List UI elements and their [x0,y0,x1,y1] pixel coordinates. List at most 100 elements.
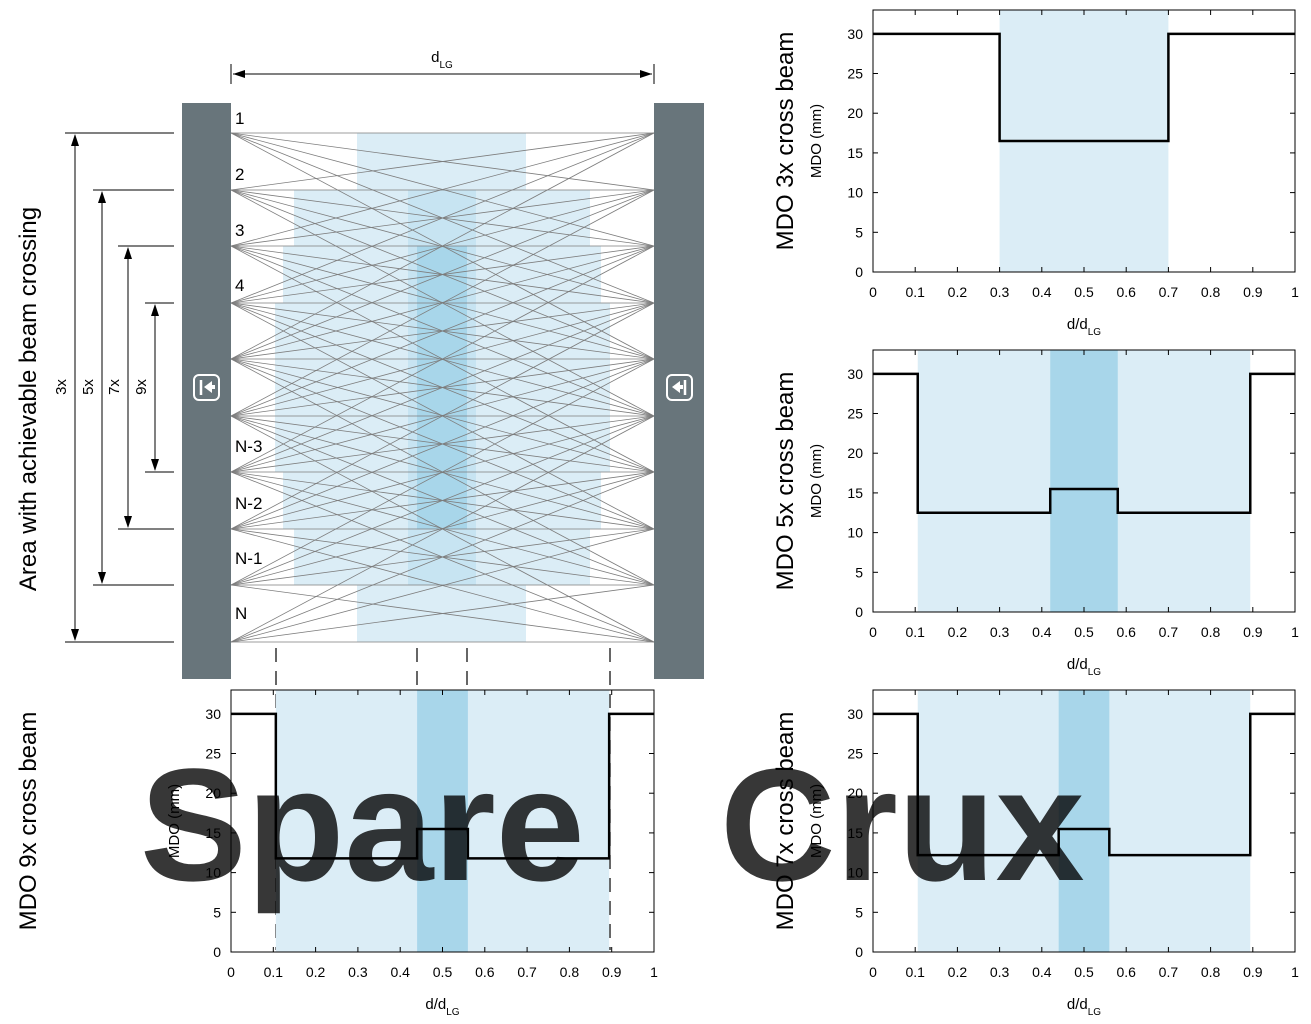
x-axis-label-sub: LG [446,1007,460,1018]
x-tick-label: 0.5 [1074,284,1094,300]
chart-series-line [231,712,654,860]
y-tick-label: 30 [205,706,221,722]
y-tick-label: 10 [205,865,221,881]
x-tick-label: 0.6 [1116,964,1136,980]
x-tick-label: 0.1 [905,964,925,980]
beam-line [230,189,655,417]
y-tick-label: 25 [205,746,221,762]
x-tick-label: 0.1 [905,284,925,300]
chart-mdo-3x: 0 0.1 0.2 0.3 0.4 0.5 0.6 0.7 0.8 0.9 105101520253… [772,9,1299,338]
beam-line [230,302,655,417]
distance-arrowhead-left [233,70,245,78]
x-tick-label: 0.7 [517,964,537,980]
x-axis-label: d/dLG [425,996,459,1018]
y-axis-label: MDO (mm) [808,784,825,858]
distance-label: dLG [431,49,453,71]
watermark: Spare Crux [140,735,1085,914]
y-tick-label: 0 [213,944,221,960]
x-tick-label: 0.2 [948,964,968,980]
dimension-arrowhead-top [71,134,79,146]
y-tick-label: 20 [205,785,221,801]
beam-line [230,471,655,586]
x-tick-label: 0.8 [1201,624,1221,640]
beam-label: 2 [235,165,244,184]
y-tick-label: 5 [855,904,863,920]
x-axis-label-main: d/d [425,996,446,1013]
beam-label: N-3 [235,437,262,456]
x-tick-label: 0.8 [1201,964,1221,980]
beam-line [230,245,655,473]
receiver-icon-arrow [672,381,683,393]
beam-line [230,415,655,586]
y-tick-label: 15 [847,825,863,841]
x-axis-label: d/dLG [1067,316,1101,338]
y-tick-label: 15 [847,485,863,501]
sender-device [182,103,231,679]
distance-arrowhead-right [640,70,652,78]
x-tick-label: 0.4 [1032,964,1052,980]
receiver-icon-frame [666,374,693,401]
diagram-side-title: Area with achievable beam crossing [15,207,42,591]
y-tick-label: 10 [847,525,863,541]
x-tick-label: 0.3 [990,964,1010,980]
y-tick-label: 5 [855,224,863,240]
x-tick-label: 1 [1291,284,1299,300]
x-tick-label: 0 [227,964,235,980]
dimension-arrowhead-bottom [124,516,132,528]
x-tick-label: 0.4 [1032,624,1052,640]
chart-mdo-5x: 0 0.1 0.2 0.3 0.4 0.5 0.6 0.7 0.8 0.9 105101520253… [772,349,1299,678]
x-tick-label: 0.1 [264,964,284,980]
y-tick-label: 30 [847,366,863,382]
beam-lines [230,132,655,643]
beam-line [230,528,655,643]
y-tick-label: 10 [847,865,863,881]
distance-label-sub: LG [440,60,454,71]
beam-line [230,302,655,530]
chart-series-line [873,712,1295,857]
x-axis-label-sub: LG [1088,1007,1102,1018]
x-axis-label: d/dLG [1067,656,1101,678]
y-tick-label: 30 [847,706,863,722]
beam-line [230,189,655,304]
beam-label: 1 [235,109,244,128]
beam-line [230,245,655,360]
beam-line [230,132,655,191]
chart-series-line [873,372,1295,515]
dimension-arrowhead-bottom [71,629,79,641]
y-tick-label: 0 [855,264,863,280]
beam-line [230,245,655,417]
chart-mdo-7x: 0 0.1 0.2 0.3 0.4 0.5 0.6 0.7 0.8 0.9 105101520253… [772,689,1299,1018]
dimension-arrowhead-top [124,247,132,259]
x-tick-label: 0.6 [475,964,495,980]
beam-line [230,302,655,473]
dimension-label: 9x [133,379,150,395]
receiver-arrow-icon [666,374,693,401]
beam-line [230,584,655,643]
beam-label: 3 [235,221,244,240]
x-tick-label: 0.3 [990,284,1010,300]
x-tick-label: 0.8 [560,964,580,980]
y-tick-label: 15 [847,145,863,161]
y-tick-label: 30 [847,26,863,42]
y-tick-label: 20 [847,105,863,121]
y-tick-label: 20 [847,785,863,801]
x-tick-label: 0.4 [1032,284,1052,300]
x-tick-label: 0 [869,624,877,640]
x-tick-label: 0.7 [1159,284,1179,300]
watermark-part1: Spare [140,735,585,914]
x-tick-label: 0 [869,284,877,300]
chart-series-line [873,32,1295,143]
x-tick-label: 0.3 [990,624,1010,640]
beam-line [230,358,655,586]
x-tick-label: 0.1 [905,624,925,640]
x-tick-label: 1 [1291,964,1299,980]
x-tick-label: 0.6 [1116,624,1136,640]
dimension-label: 7x [106,379,123,395]
x-tick-label: 0.9 [1243,964,1263,980]
watermark-part2: Crux [720,735,1085,914]
y-tick-label: 5 [213,904,221,920]
dimension-label: 3x [53,379,70,395]
chart-mdo-9x: 0 0.1 0.2 0.3 0.4 0.5 0.6 0.7 0.8 0.9 105101520253… [15,689,658,1018]
y-axis-label: MDO (mm) [808,104,825,178]
